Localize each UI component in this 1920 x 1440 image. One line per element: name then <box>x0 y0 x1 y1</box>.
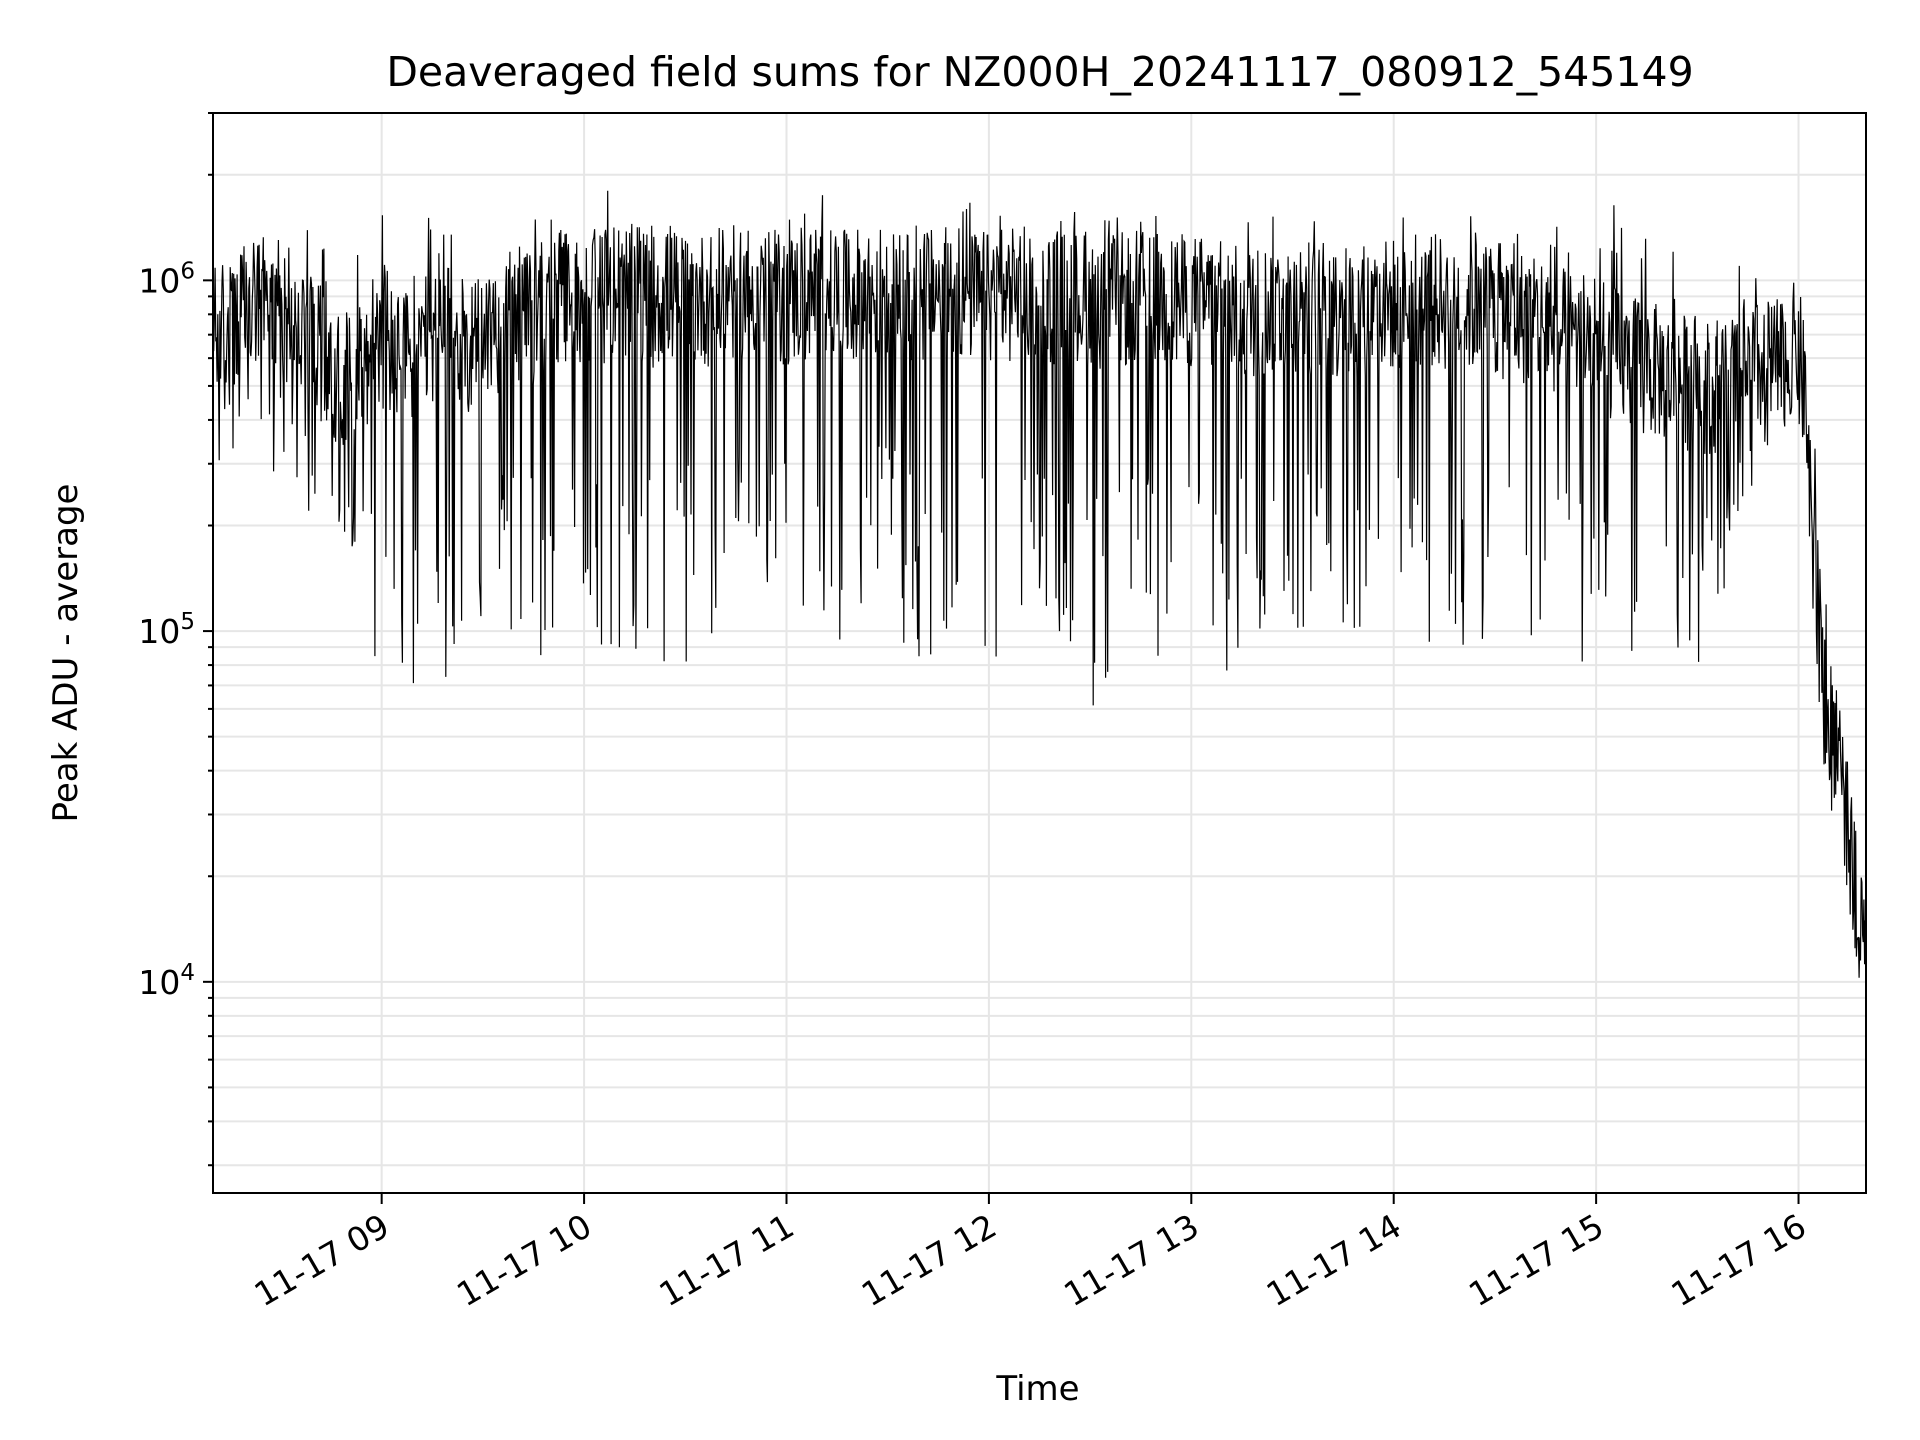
y-tick-label: 104 <box>138 960 195 1002</box>
y-tick-label: 105 <box>138 609 195 651</box>
data-layer <box>212 190 1867 985</box>
y-tick-label: 106 <box>138 258 195 300</box>
series-line <box>212 190 1867 985</box>
plot-frame <box>212 112 1867 1194</box>
y-axis-title: Peak ADU - average <box>46 484 86 823</box>
chart-title: Deaveraged field sums for NZ000H_2024111… <box>386 48 1693 96</box>
x-axis-title: Time <box>995 1369 1079 1409</box>
